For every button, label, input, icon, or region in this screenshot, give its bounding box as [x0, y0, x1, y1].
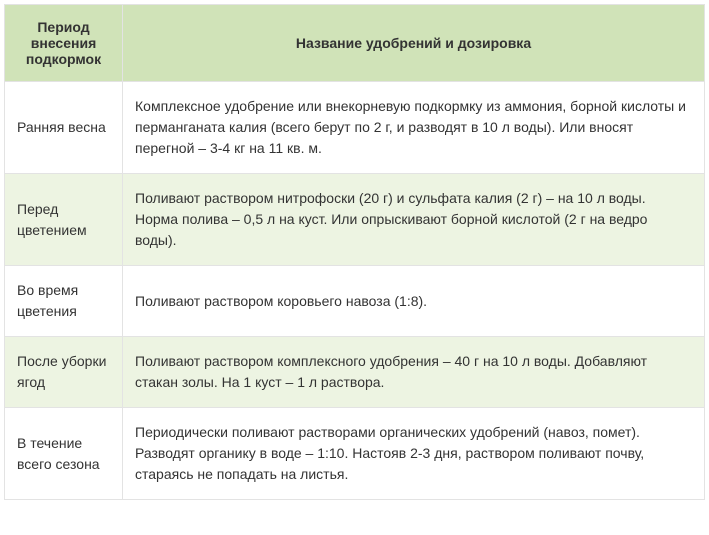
header-description: Название удобрений и дозировка	[123, 5, 705, 82]
header-period: Период внесения подкормок	[5, 5, 123, 82]
fertilizer-schedule-table: Период внесения подкормок Название удобр…	[4, 4, 705, 500]
cell-period: После уборки ягод	[5, 337, 123, 408]
table-header-row: Период внесения подкормок Название удобр…	[5, 5, 705, 82]
cell-description: Поливают раствором коровьего навоза (1:8…	[123, 266, 705, 337]
table-row: Ранняя весна Комплексное удобрение или в…	[5, 82, 705, 174]
cell-period: Ранняя весна	[5, 82, 123, 174]
table-row: После уборки ягод Поливают раствором ком…	[5, 337, 705, 408]
table-row: Во время цветения Поливают раствором кор…	[5, 266, 705, 337]
table-row: Перед цветением Поливают раствором нитро…	[5, 174, 705, 266]
cell-description: Комплексное удобрение или внекорневую по…	[123, 82, 705, 174]
cell-period: В течение всего сезона	[5, 408, 123, 500]
cell-period: Перед цветением	[5, 174, 123, 266]
cell-description: Периодически поливают растворами органич…	[123, 408, 705, 500]
cell-description: Поливают раствором нитрофоски (20 г) и с…	[123, 174, 705, 266]
cell-period: Во время цветения	[5, 266, 123, 337]
table-row: В течение всего сезона Периодически поли…	[5, 408, 705, 500]
cell-description: Поливают раствором комплексного удобрени…	[123, 337, 705, 408]
